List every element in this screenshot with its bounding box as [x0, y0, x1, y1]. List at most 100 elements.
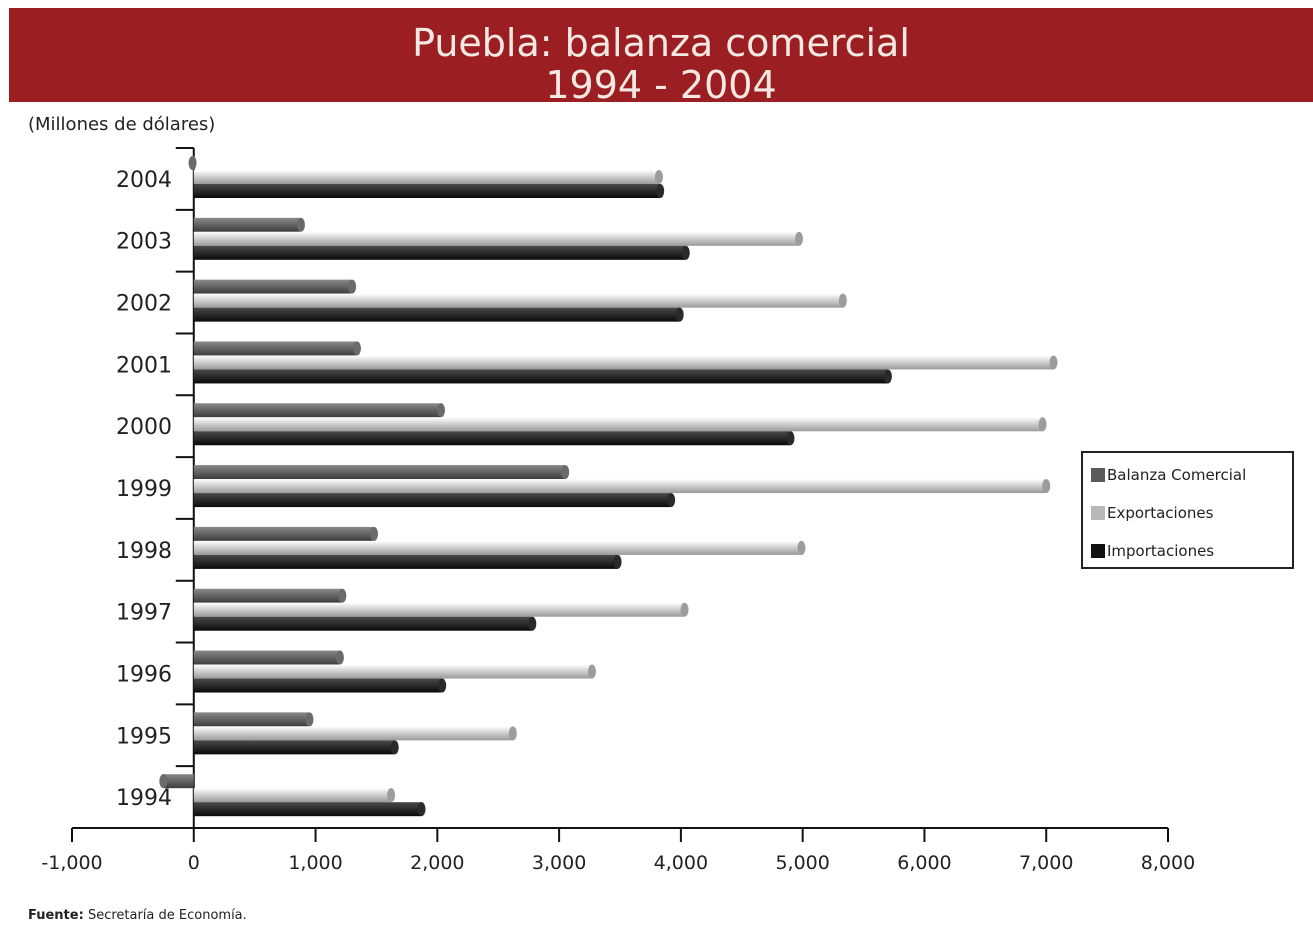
- bar-balanza-cap: [436, 403, 445, 418]
- bar-exportaciones: [193, 417, 1043, 432]
- y-tick-label: 2004: [116, 168, 172, 193]
- bar-importaciones: [193, 493, 672, 508]
- legend-item-importaciones: Importaciones: [1091, 541, 1214, 561]
- bar-importaciones-cap: [656, 184, 665, 198]
- bar-importaciones: [193, 740, 395, 755]
- source-text: Secretaría de Economía.: [87, 908, 247, 923]
- bar-balanza: [193, 279, 353, 294]
- bar-importaciones: [193, 554, 618, 569]
- bar-exportaciones-cap: [680, 602, 689, 617]
- y-tick-label: 2003: [116, 230, 172, 255]
- bar-exportaciones: [193, 231, 800, 246]
- legend-swatch-exportaciones: [1091, 506, 1105, 520]
- legend-item-balanza: Balanza Comercial: [1091, 465, 1246, 485]
- bar-exportaciones-cap: [1042, 479, 1051, 494]
- bar-balanza-cap: [335, 650, 344, 665]
- bar-balanza: [193, 217, 301, 232]
- y-tick-label: 1994: [116, 786, 172, 811]
- bar-exportaciones: [193, 726, 513, 741]
- bar-importaciones-cap: [417, 802, 426, 817]
- bar-balanza: [193, 650, 340, 665]
- y-tick-label: 1997: [116, 601, 172, 626]
- bar-exportaciones-cap: [587, 664, 596, 679]
- bar-importaciones-cap: [667, 493, 676, 508]
- x-tick-label: 1,000: [288, 852, 342, 874]
- bar-importaciones: [193, 369, 888, 384]
- bar-balanza-cap: [188, 156, 197, 170]
- bar-balanza-cap: [561, 465, 570, 480]
- bar-importaciones: [193, 431, 791, 446]
- bar-balanza: [193, 341, 357, 356]
- bar-exportaciones-cap: [1049, 355, 1058, 370]
- bar-balanza-cap: [296, 217, 305, 232]
- y-tick-label: 2002: [116, 292, 172, 317]
- bar-balanza: [193, 403, 441, 418]
- bar-exportaciones: [193, 355, 1054, 370]
- legend: Balanza Comercial Exportaciones Importac…: [1081, 451, 1294, 569]
- y-tick-label: 2000: [116, 415, 172, 440]
- bar-exportaciones-cap: [797, 540, 806, 555]
- title-banner: Puebla: balanza comercial 1994 - 2004: [9, 8, 1313, 107]
- x-tick-label: 4,000: [654, 852, 708, 874]
- x-tick-label: -1,000: [41, 852, 102, 874]
- bar-importaciones: [193, 616, 533, 631]
- bar-balanza: [193, 465, 566, 480]
- bar-importaciones-cap: [613, 554, 622, 569]
- bar-balanza-cap: [352, 341, 361, 356]
- legend-item-exportaciones: Exportaciones: [1091, 503, 1213, 523]
- legend-label-importaciones: Importaciones: [1107, 542, 1215, 560]
- bar-exportaciones-cap: [508, 726, 517, 741]
- bar-balanza: [193, 526, 375, 541]
- source-label: Fuente:: [28, 908, 84, 923]
- bar-balanza-cap: [338, 588, 347, 603]
- bar-exportaciones-cap: [387, 788, 396, 803]
- bar-importaciones-cap: [883, 369, 892, 384]
- chart-title: Puebla: balanza comercial: [412, 21, 910, 65]
- legend-label-balanza: Balanza Comercial: [1107, 466, 1247, 484]
- bar-exportaciones: [193, 540, 802, 555]
- y-tick-label: 2001: [116, 353, 172, 378]
- x-tick-label: 8,000: [1141, 852, 1195, 874]
- bar-importaciones: [193, 678, 443, 693]
- x-tick-label: 7,000: [1019, 852, 1073, 874]
- bar-exportaciones: [193, 664, 592, 679]
- bar-importaciones-cap: [675, 307, 684, 322]
- x-tick-label: 2,000: [410, 852, 464, 874]
- bar-importaciones: [193, 245, 686, 260]
- bar-importaciones-cap: [681, 245, 690, 260]
- bar-balanza: [193, 712, 310, 727]
- bar-importaciones-cap: [786, 431, 795, 446]
- x-tick-label: 3,000: [532, 852, 586, 874]
- bar-exportaciones: [193, 170, 659, 184]
- bar-exportaciones-cap: [795, 231, 804, 246]
- y-tick-label: 1998: [116, 539, 172, 564]
- bar-balanza-cap: [159, 774, 168, 789]
- bar-exportaciones: [193, 602, 685, 617]
- bar-balanza-cap: [348, 279, 357, 294]
- y-tick-label: 1996: [116, 662, 172, 687]
- bar-balanza-cap: [305, 712, 314, 727]
- bar-importaciones: [193, 184, 661, 198]
- x-tick-label: 0: [188, 852, 200, 874]
- y-tick-label: 1995: [116, 724, 172, 749]
- bar-importaciones-cap: [390, 740, 399, 755]
- bar-balanza-cap: [370, 526, 379, 541]
- bar-balanza: [193, 588, 343, 603]
- bar-exportaciones-cap: [1038, 417, 1047, 432]
- bar-exportaciones: [193, 479, 1047, 494]
- chart-subtitle: 1994 - 2004: [545, 63, 777, 107]
- bar-exportaciones-cap: [654, 170, 663, 184]
- x-tick-label: 5,000: [775, 852, 829, 874]
- source-note: Fuente: Secretaría de Economía.: [28, 908, 247, 923]
- legend-swatch-balanza: [1091, 468, 1105, 482]
- legend-swatch-importaciones: [1091, 544, 1105, 558]
- bar-importaciones-cap: [438, 678, 447, 693]
- bar-importaciones: [193, 307, 680, 322]
- bar-balanza: [163, 774, 194, 789]
- units-label: (Millones de dólares): [28, 114, 216, 135]
- legend-label-exportaciones: Exportaciones: [1107, 504, 1214, 522]
- y-tick-label: 1999: [116, 477, 172, 502]
- bar-exportaciones: [193, 788, 392, 803]
- bar-importaciones-cap: [528, 616, 537, 631]
